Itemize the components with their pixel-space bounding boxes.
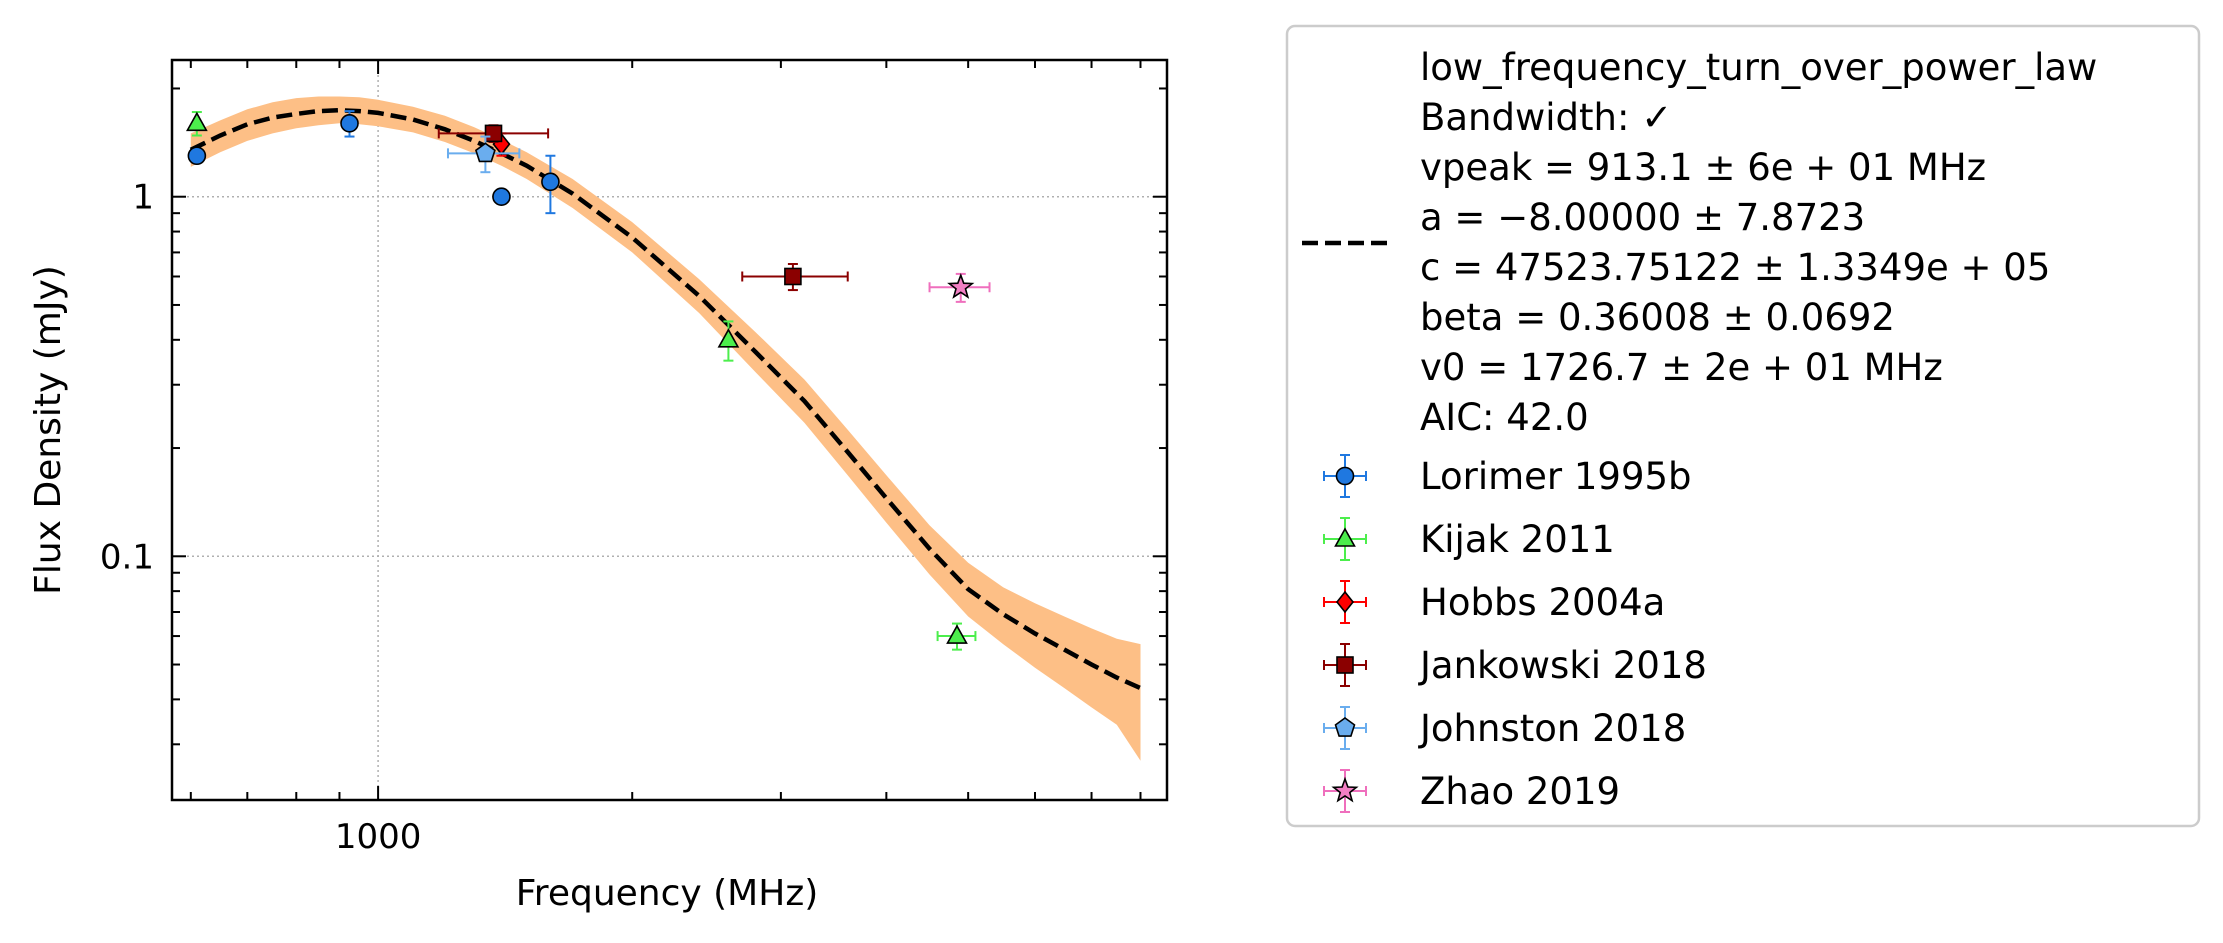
data-point <box>541 154 560 215</box>
marker-star <box>947 273 975 299</box>
data-point <box>936 622 977 651</box>
y-tick-label: 0.1 <box>100 537 154 577</box>
legend-marker-square <box>1336 656 1354 674</box>
legend-marker-star <box>1331 776 1359 803</box>
legend-fit-text-line: Bandwidth: ✓ <box>1420 96 1672 139</box>
legend-marker-pentagon <box>1334 717 1356 737</box>
data-point <box>187 146 207 166</box>
marker-square <box>784 267 802 286</box>
y-tick-label: 1 <box>132 178 154 218</box>
series-kijak-2011 <box>186 111 977 651</box>
legend-marker-triangle <box>1334 527 1356 547</box>
marker-square <box>484 124 503 143</box>
axis-tick-labels: 1000 1 0.1 <box>100 178 421 857</box>
legend-entry-zhao-2019: Zhao 2019 <box>1323 769 1620 813</box>
legend-entry-kijak-2011: Kijak 2011 <box>1323 517 1615 561</box>
data-point <box>186 111 208 137</box>
data-point <box>717 320 740 362</box>
grid-lines <box>172 60 1167 800</box>
legend-fit-text-line: low_frequency_turn_over_power_law <box>1420 46 2097 89</box>
axis-ticks <box>172 60 1167 800</box>
legend-frame <box>1285 24 2201 828</box>
x-axis-label: Frequency (MHz) <box>516 873 819 914</box>
legend-label: Johnston 2018 <box>1418 707 1686 750</box>
legend-fit-entry: low_frequency_turn_over_power_law Bandwid… <box>1302 46 2097 439</box>
legend-entry-johnston-2018: Johnston 2018 <box>1323 706 1686 750</box>
legend-fit-text-line: beta = 0.36008 ± 0.0692 <box>1420 296 1895 339</box>
data-point <box>446 135 521 174</box>
marker-triangle <box>717 328 740 348</box>
marker-pentagon <box>474 142 496 163</box>
legend-label: Kijak 2011 <box>1420 518 1615 561</box>
legend-entry-lorimer-1995b: Lorimer 1995b <box>1323 454 1692 498</box>
series-lorimer-1995b <box>187 110 560 215</box>
data-point <box>928 272 991 303</box>
x-tick-label: 1000 <box>335 817 422 857</box>
marker-circle <box>492 187 511 207</box>
data-points-layer <box>186 110 991 651</box>
data-point <box>492 187 511 207</box>
legend-label: Hobbs 2004a <box>1420 581 1665 624</box>
legend-label: Zhao 2019 <box>1420 770 1620 813</box>
legend-series-entries: Lorimer 1995b Kijak 2011 Hobbs 2004a Jankow… <box>1323 454 1707 813</box>
legend-fit-text-line: vpeak = 913.1 ± 6e + 01 MHz <box>1420 146 1986 189</box>
legend-marker-circle <box>1335 466 1355 486</box>
legend-entry-jankowski-2018: Jankowski 2018 <box>1323 643 1707 687</box>
fit-line-layer <box>189 107 1142 691</box>
marker-circle <box>541 172 560 192</box>
legend: low_frequency_turn_over_power_law Bandwid… <box>1285 24 2201 828</box>
marker-circle <box>340 114 359 133</box>
legend-fit-text-line: v0 = 1726.7 ± 2e + 01 MHz <box>1420 346 1943 389</box>
plot-frame <box>170 58 1169 802</box>
legend-fit-text-line: a = −8.00000 ± 7.8723 <box>1420 196 1865 239</box>
series-jankowski-2018 <box>437 124 849 292</box>
series-johnston-2018 <box>446 135 521 174</box>
legend-label: Lorimer 1995b <box>1420 455 1692 498</box>
data-point <box>340 110 359 138</box>
fit-line <box>189 107 1142 691</box>
marker-triangle <box>186 111 208 132</box>
marker-triangle <box>946 624 968 644</box>
legend-entry-hobbs-2004a: Hobbs 2004a <box>1323 580 1665 624</box>
legend-fit-text-line: AIC: 42.0 <box>1420 396 1589 439</box>
legend-label: Jankowski 2018 <box>1418 644 1707 687</box>
y-axis-label: Flux Density (mJy) <box>28 265 69 595</box>
legend-fit-text-line: c = 47523.75122 ± 1.3349e + 05 <box>1420 246 2050 289</box>
series-zhao-2019 <box>928 272 991 303</box>
legend-marker-diamond <box>1335 590 1355 614</box>
marker-circle <box>187 146 207 166</box>
data-point <box>741 262 849 292</box>
